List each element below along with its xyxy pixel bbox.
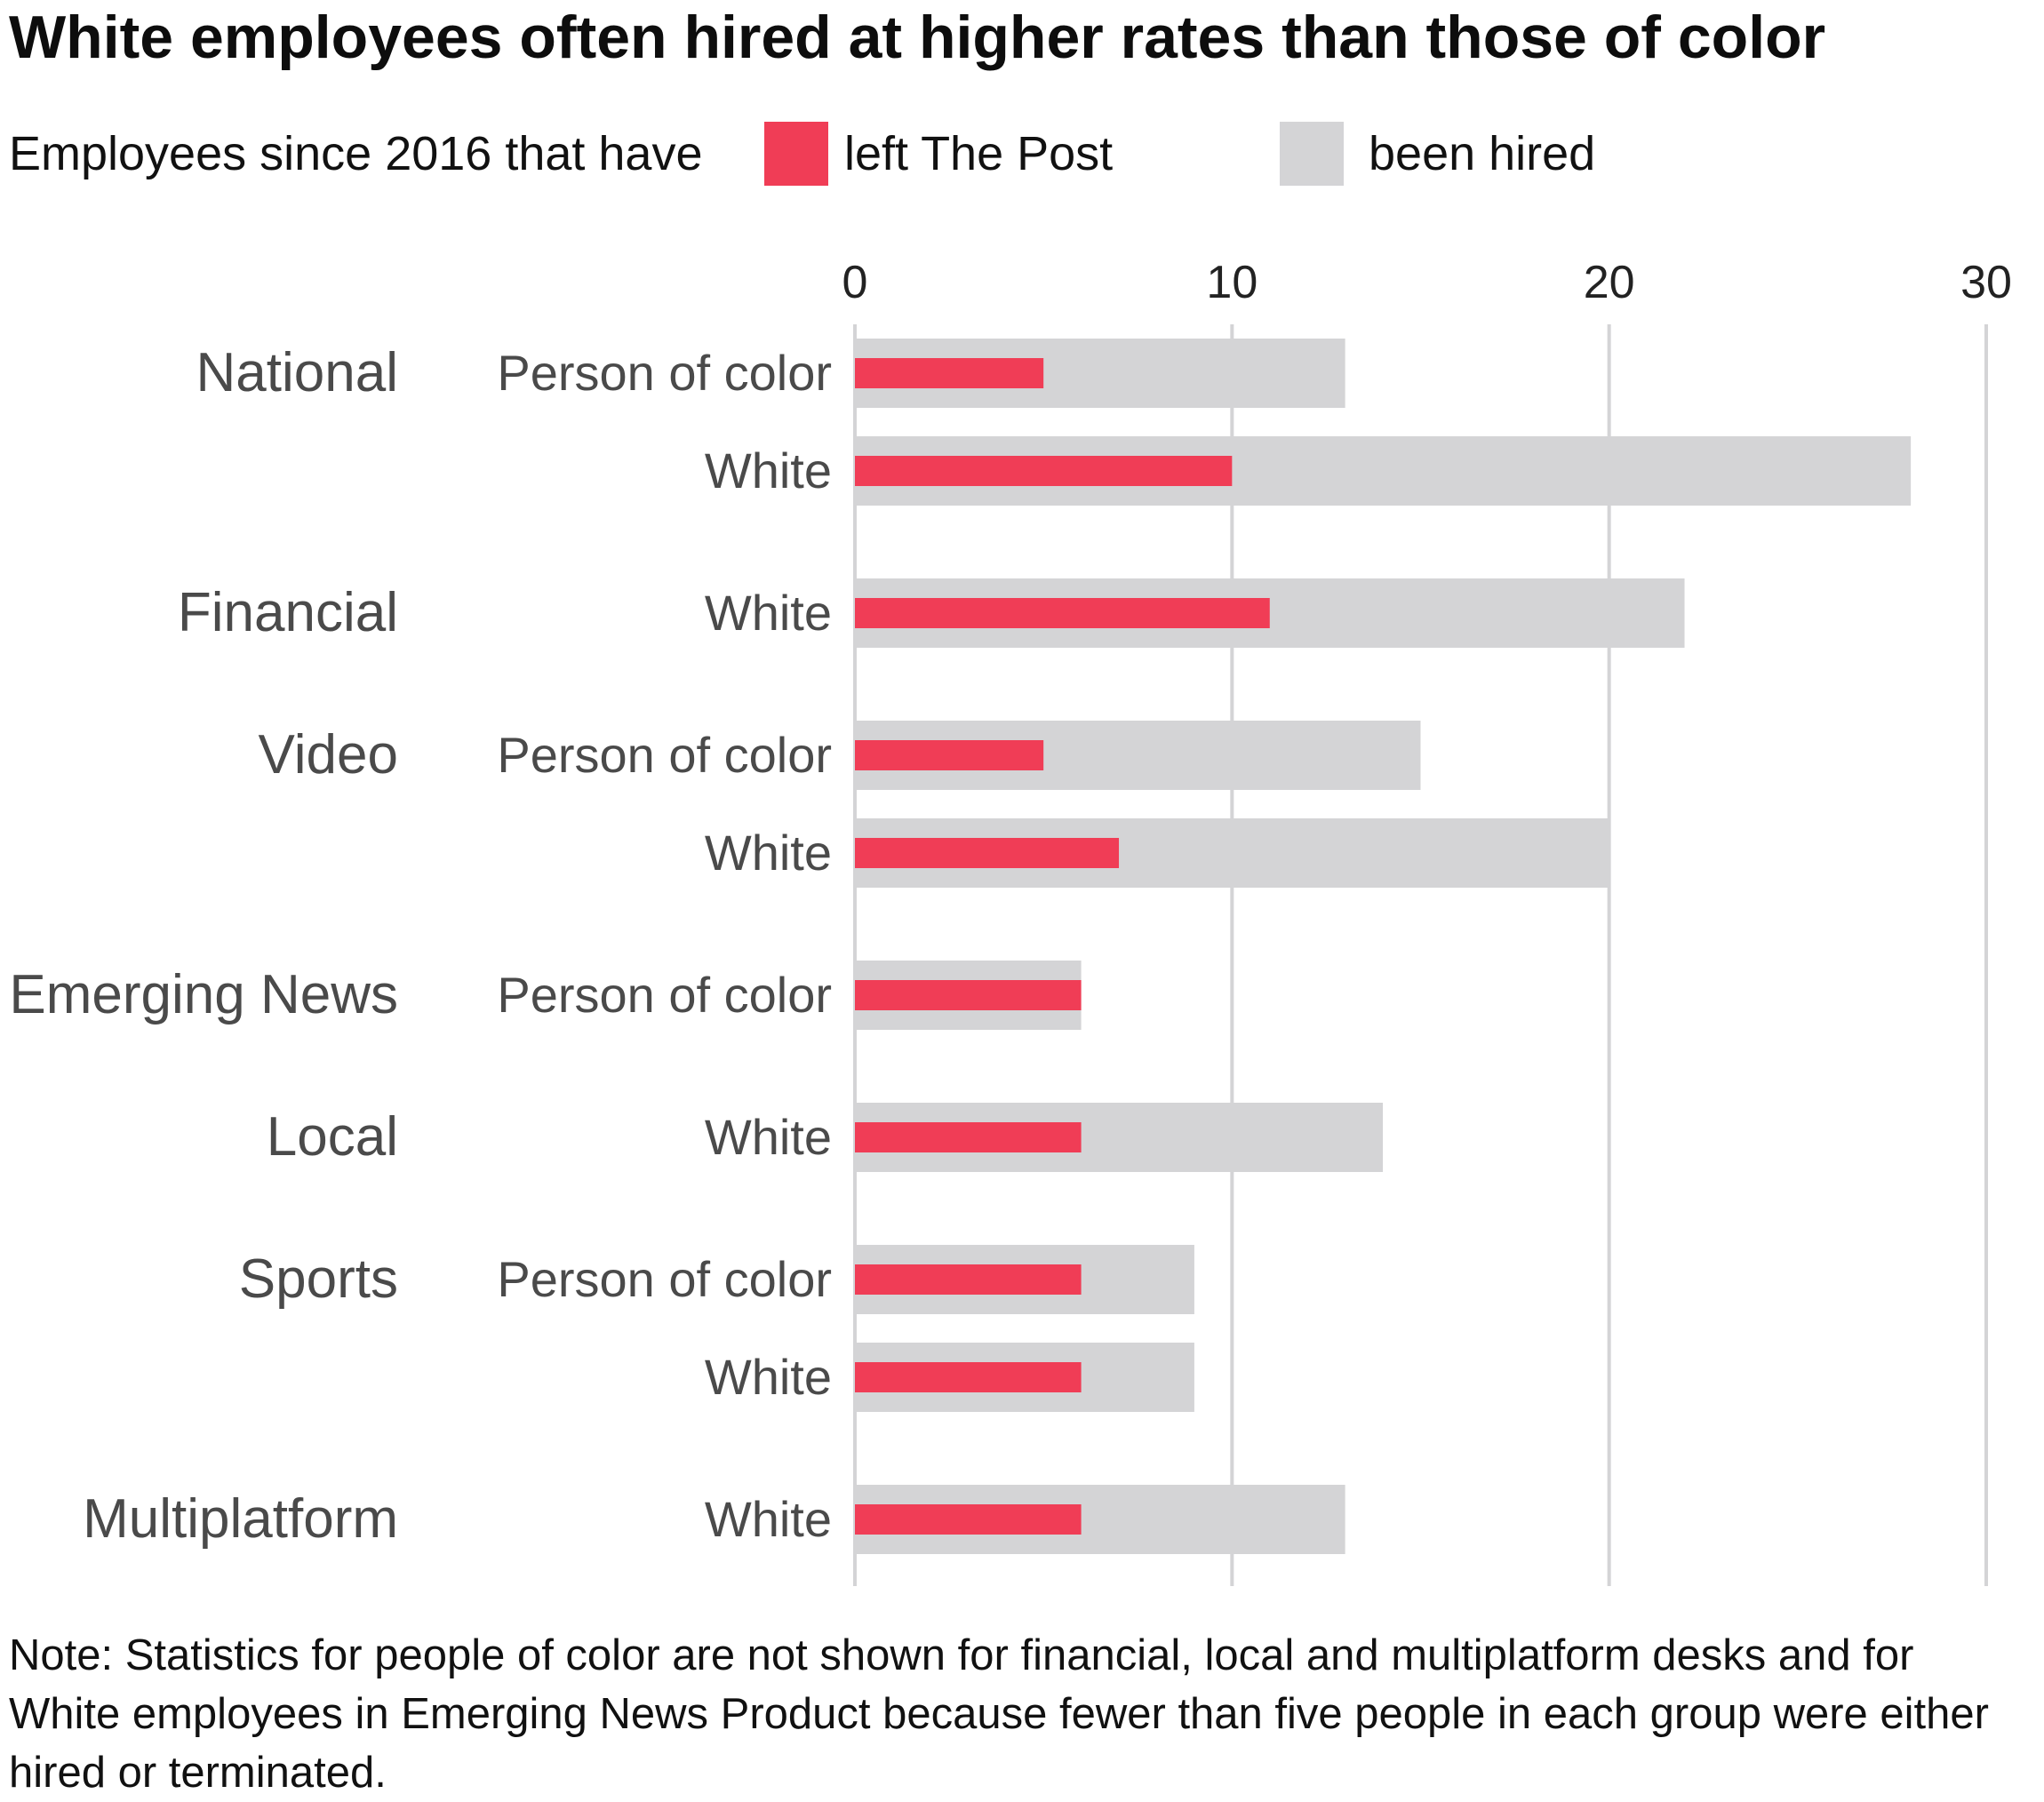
bar-chart: 0 10 20 30 National Person of color White Finan… (9, 257, 2012, 1586)
row-label: White (705, 443, 832, 498)
left-bar (855, 358, 1044, 388)
left-bar (855, 1362, 1082, 1392)
group-label: Emerging News (9, 964, 398, 1025)
row-label: White (705, 825, 832, 881)
legend-swatch-hired (1280, 122, 1344, 186)
left-bar (855, 598, 1270, 628)
left-bar (855, 980, 1082, 1010)
x-tick-label: 10 (1206, 257, 1258, 308)
group-label: Sports (239, 1248, 398, 1310)
row-label: Person of color (497, 967, 832, 1023)
x-tick-label: 20 (1584, 257, 1635, 308)
chart-title: White employees often hired at higher ra… (9, 4, 1826, 71)
legend: Employees since 2016 that have left The … (9, 118, 2035, 189)
left-bar (855, 456, 1233, 486)
legend-label-hired: been hired (1369, 127, 1596, 180)
left-bar (855, 740, 1044, 770)
legend-intro: Employees since 2016 that have (9, 127, 703, 180)
legend-label-left: left The Post (844, 127, 1114, 180)
row-label: White (705, 1349, 832, 1405)
x-tick-label: 30 (1960, 257, 2012, 308)
row-label: Person of color (497, 345, 832, 401)
legend-swatch-left (764, 122, 828, 186)
chart-note: Note: Statistics for people of color are… (9, 1631, 1989, 1797)
left-bar (855, 838, 1120, 868)
left-bar (855, 1122, 1082, 1152)
row-label: White (705, 1491, 832, 1547)
row-label: Person of color (497, 727, 832, 783)
row-label: Person of color (497, 1251, 832, 1307)
left-bar (855, 1504, 1082, 1535)
group-label: National (196, 342, 398, 403)
group-label: Multiplatform (83, 1488, 398, 1550)
group-label: Video (259, 724, 398, 785)
group-label: Financial (178, 582, 398, 643)
left-bar (855, 1264, 1082, 1295)
x-tick-label: 0 (842, 257, 868, 308)
row-label: White (705, 1109, 832, 1165)
group-label: Local (267, 1106, 398, 1168)
row-label: White (705, 585, 832, 641)
